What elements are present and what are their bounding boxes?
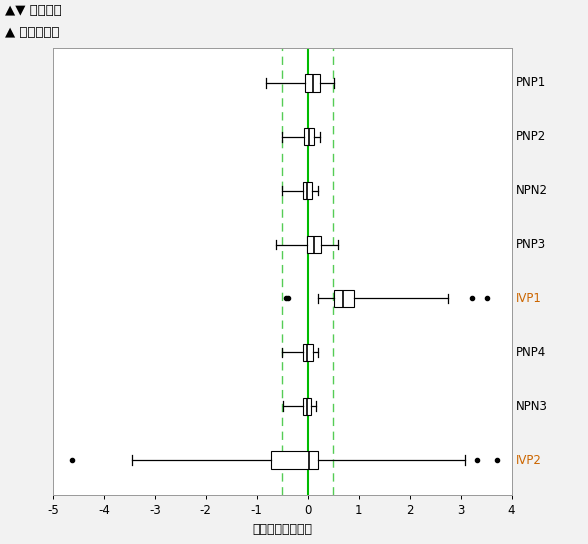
Text: NPN2: NPN2 bbox=[516, 184, 547, 197]
Text: IVP1: IVP1 bbox=[516, 292, 542, 305]
Bar bbox=[305, 75, 320, 91]
Bar bbox=[303, 128, 315, 145]
Bar bbox=[334, 290, 353, 307]
Text: PNP1: PNP1 bbox=[516, 76, 546, 89]
Bar bbox=[303, 344, 313, 361]
Bar bbox=[307, 236, 322, 253]
X-axis label: 使用规格限标准化: 使用规格限标准化 bbox=[252, 523, 312, 536]
Text: NPN3: NPN3 bbox=[516, 400, 547, 413]
Text: ▲ 能力筱线图: ▲ 能力筱线图 bbox=[5, 26, 59, 39]
Bar bbox=[303, 182, 312, 199]
Text: PNP3: PNP3 bbox=[516, 238, 546, 251]
Text: ▲▼ 过程能力: ▲▼ 过程能力 bbox=[5, 4, 62, 17]
Text: IVP2: IVP2 bbox=[516, 454, 542, 467]
Bar bbox=[303, 398, 311, 415]
Text: PNP4: PNP4 bbox=[516, 346, 546, 359]
Text: PNP2: PNP2 bbox=[516, 130, 546, 143]
Bar bbox=[271, 452, 318, 468]
